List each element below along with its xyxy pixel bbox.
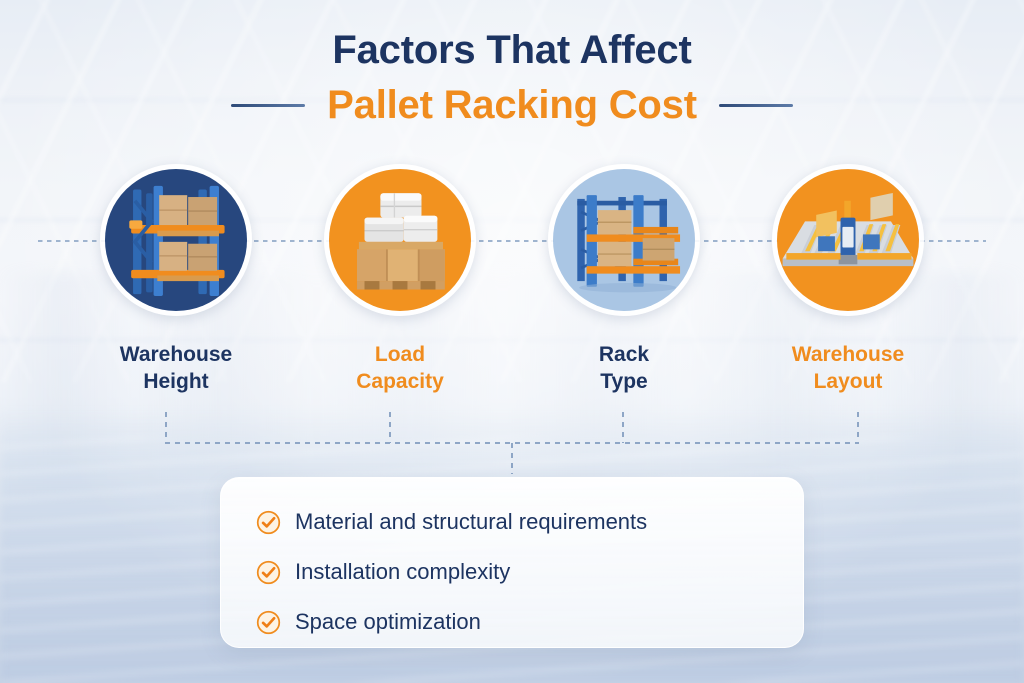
title-rule-left (231, 103, 306, 107)
check-circle-icon (256, 510, 281, 535)
factor-label-3: Rack Type (598, 343, 650, 393)
check-circle-icon (256, 610, 281, 635)
checklist-text-2: Installation complexity (295, 559, 511, 585)
factor-list: Warehouse Height (0, 164, 1024, 396)
title-line-1: Factors That Affect (332, 28, 692, 72)
factor-label-4: Warehouse Layout (791, 343, 905, 393)
factor-label-1: Warehouse Height (119, 343, 233, 393)
factor-label-2: Load Capacity (356, 343, 444, 393)
checklist-text-3: Space optimization (295, 609, 481, 635)
title-rule-right (718, 103, 793, 107)
list-item[interactable]: Space optimization (256, 602, 803, 643)
check-circle-icon (256, 560, 281, 585)
loaded-pallet-icon (329, 169, 471, 311)
list-item[interactable]: Material and structural requirements (256, 502, 803, 543)
circle-connector-rule (38, 240, 986, 242)
factor-icon-circle-4 (772, 164, 924, 316)
factor-item-warehouse-layout[interactable]: Warehouse Layout (772, 164, 924, 396)
factor-icon-circle-1 (100, 164, 252, 316)
checklist-text-1: Material and structural requirements (295, 509, 648, 535)
pallet-rack-tall-icon (105, 169, 247, 311)
page-title: Factors That Affect Pallet Racking Cost (0, 26, 1024, 130)
selective-racking-icon-art (577, 195, 681, 293)
checklist-card: Material and structural requirements Ins… (220, 477, 804, 648)
loaded-pallet-icon-art (357, 193, 445, 290)
list-item[interactable]: Installation complexity (256, 552, 803, 593)
warehouse-layout-icon (777, 169, 919, 311)
pallet-rack-tall-icon-art (129, 185, 225, 297)
title-line-2-row: Pallet Racking Cost (0, 81, 1024, 130)
factor-icon-circle-3 (548, 164, 700, 316)
factor-item-rack-type[interactable]: Rack Type (548, 164, 700, 396)
selective-racking-icon (553, 169, 695, 311)
factor-item-warehouse-height[interactable]: Warehouse Height (100, 164, 252, 396)
warehouse-layout-icon-art (782, 192, 914, 267)
factor-item-load-capacity[interactable]: Load Capacity (324, 164, 476, 396)
title-line-2: Pallet Racking Cost (327, 82, 697, 127)
factor-icon-circle-2 (324, 164, 476, 316)
